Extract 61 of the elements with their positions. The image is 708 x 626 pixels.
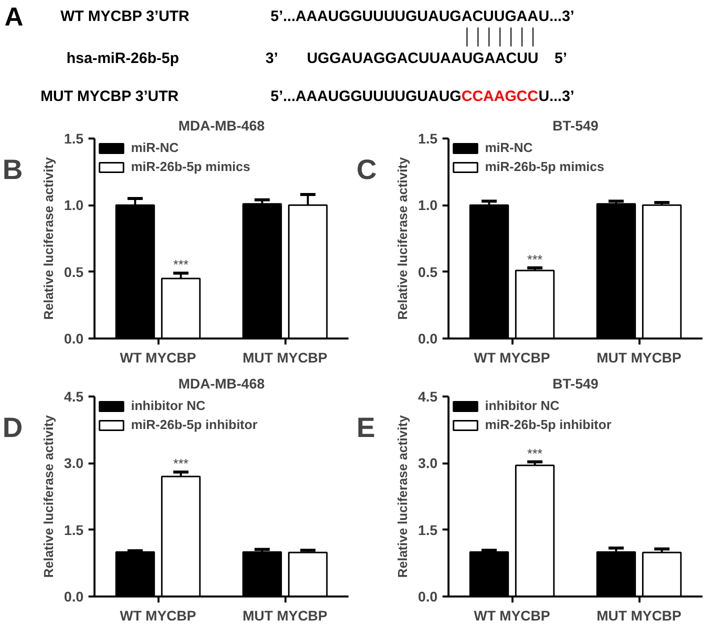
text: A [4,2,24,32]
text: D [2,412,23,444]
annotation: *** [527,446,542,461]
y-tick-label: 0.0 [64,330,84,346]
text: UGGAUAGGACUUAAUGAACUU [306,50,539,67]
y-tick-label: 0.0 [64,588,84,604]
y-axis-title: Relative luciferase activity [41,156,56,320]
legend-label: inhibitor NC [485,398,560,413]
legend-label: miR-NC [131,140,179,155]
y-tick-label: 1.0 [64,197,84,214]
y-tick-label: 1.5 [418,522,438,538]
x-tick-label: WT MYCBP [120,350,196,366]
y-tick-label: 1.0 [418,197,438,214]
y-tick-label: 3.0 [418,455,438,472]
y-tick-label: 1.5 [418,130,438,146]
chart-title: MDA-MB-468 [178,118,265,134]
text: 5’...AAAUGGUUUUGUAUG [270,8,462,25]
y-axis-title: Relative luciferase activity [395,414,410,578]
legend-label: miR-26b-5p inhibitor [131,417,258,432]
text: MUT MYCBP 3’UTR [40,88,179,105]
text: U...3’ [538,88,574,105]
chart-title: BT-549 [552,118,599,134]
legend-label: miR-26b-5p mimics [131,159,250,174]
y-tick-label: 1.5 [64,130,84,146]
x-tick-label: WT MYCBP [474,608,550,624]
x-tick-label: WT MYCBP [120,608,196,624]
y-tick-label: 0.5 [418,264,438,280]
legend-label: miR-26b-5p mimics [485,159,604,174]
text: 3’ [266,50,278,67]
annotation: *** [173,257,188,272]
y-axis-title: Relative luciferase activity [41,414,56,578]
y-tick-label: 3.0 [64,455,84,472]
text: C [356,154,377,186]
text: ACUUGAA [462,8,538,25]
x-tick-label: MUT MYCBP [242,350,328,366]
y-tick-label: 0.0 [418,330,438,346]
y-tick-label: 4.5 [64,388,84,404]
annotation: *** [173,456,188,472]
text: E [356,412,376,444]
y-tick-label: 4.5 [418,388,438,404]
x-tick-label: MUT MYCBP [596,350,682,366]
text: 5’ [554,50,568,67]
legend-label: miR-NC [485,140,533,155]
x-tick-label: WT MYCBP [474,350,550,366]
annotation: *** [527,252,542,267]
text: hsa-miR-26b-5p [66,50,180,67]
text: CCAAGCC [462,88,538,105]
legend-label: miR-26b-5p inhibitor [485,417,612,432]
y-tick-label: 1.5 [64,522,84,538]
chart-title: MDA-MB-468 [178,376,265,392]
legend-label: inhibitor NC [131,398,206,413]
y-tick-label: 0.5 [64,264,84,280]
text: B [2,154,23,186]
text: WT MYCBP 3’UTR [60,8,190,25]
text: U...3’ [538,8,574,25]
chart-title: BT-549 [552,376,599,392]
text: 5’...AAAUGGUUUUGUAUG [270,88,462,105]
x-tick-label: MUT MYCBP [596,608,682,624]
y-tick-label: 0.0 [418,588,438,604]
y-axis-title: Relative luciferase activity [395,156,410,320]
x-tick-label: MUT MYCBP [242,608,328,624]
